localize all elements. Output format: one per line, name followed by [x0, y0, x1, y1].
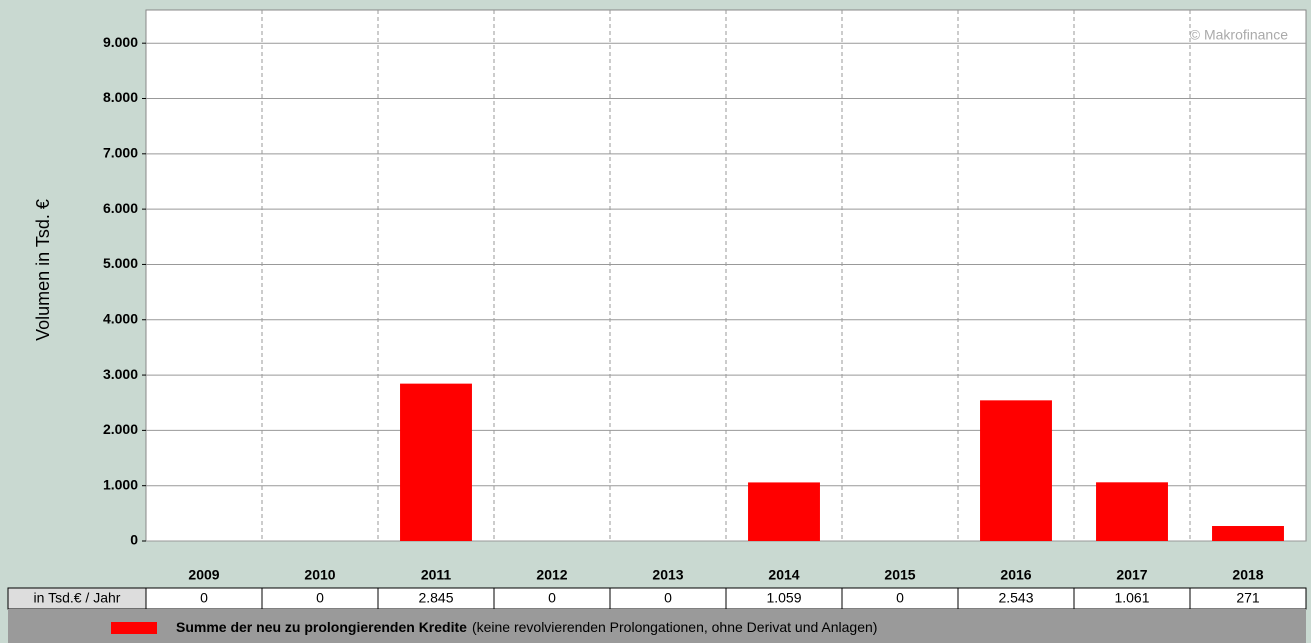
- table-value: 1.059: [766, 590, 801, 606]
- watermark: © Makrofinance: [1190, 27, 1288, 43]
- table-value: 2.845: [418, 590, 453, 606]
- x-tick-label: 2015: [884, 567, 915, 583]
- y-axis-label: Volumen in Tsd. €: [33, 199, 53, 341]
- legend-band: [8, 609, 1306, 643]
- x-tick-label: 2013: [652, 567, 683, 583]
- bar: [1096, 482, 1168, 541]
- table-value: 0: [664, 590, 672, 606]
- table-value: 0: [548, 590, 556, 606]
- table-row-label: in Tsd.€ / Jahr: [34, 590, 121, 606]
- y-tick-label: 2.000: [103, 421, 138, 437]
- y-tick-label: 1.000: [103, 476, 138, 492]
- x-tick-label: 2018: [1232, 567, 1263, 583]
- y-tick-label: 7.000: [103, 145, 138, 161]
- y-tick-label: 0: [130, 532, 138, 548]
- table-value: 0: [200, 590, 208, 606]
- y-tick-label: 8.000: [103, 89, 138, 105]
- table-value: 271: [1236, 590, 1260, 606]
- table-value: 0: [316, 590, 324, 606]
- x-tick-label: 2009: [188, 567, 219, 583]
- x-tick-label: 2017: [1116, 567, 1147, 583]
- x-tick-label: 2014: [768, 567, 799, 583]
- table-value: 1.061: [1114, 590, 1149, 606]
- x-tick-label: 2012: [536, 567, 567, 583]
- table-value: 2.543: [998, 590, 1033, 606]
- table-value: 0: [896, 590, 904, 606]
- legend-entry: Summe der neu zu prolongierenden Kredite: [176, 619, 467, 635]
- y-tick-label: 5.000: [103, 255, 138, 271]
- x-tick-label: 2010: [304, 567, 335, 583]
- bar: [980, 400, 1052, 541]
- y-tick-label: 6.000: [103, 200, 138, 216]
- x-tick-label: 2016: [1000, 567, 1031, 583]
- legend-note: (keine revolvierenden Prolongationen, oh…: [472, 619, 878, 635]
- y-tick-label: 3.000: [103, 366, 138, 382]
- bar: [1212, 526, 1284, 541]
- y-tick-label: 4.000: [103, 310, 138, 326]
- legend-swatch: [111, 622, 157, 634]
- bar: [400, 383, 472, 541]
- legend-text: Summe der neu zu prolongierenden Kredite…: [176, 619, 877, 635]
- x-tick-label: 2011: [421, 567, 452, 583]
- y-tick-label: 9.000: [103, 34, 138, 50]
- bar: [748, 482, 820, 541]
